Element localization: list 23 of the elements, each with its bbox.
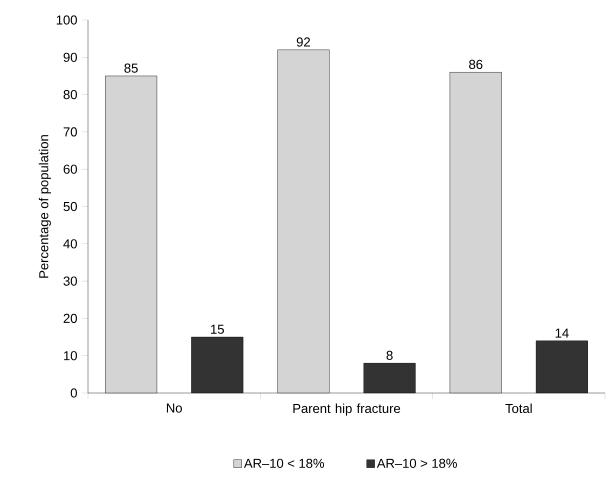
y-tick-label: 20 xyxy=(64,314,77,323)
data-label: 92 xyxy=(296,37,310,47)
y-tick-label: 40 xyxy=(63,239,77,248)
y-tick-label: 80 xyxy=(64,90,77,100)
y-axis-title: Percentage of population xyxy=(38,135,51,278)
data-label: 15 xyxy=(211,324,224,334)
data-label: 85 xyxy=(124,64,138,73)
y-tick-label: 10 xyxy=(64,351,77,360)
legend-label: AR–10 > 18% xyxy=(376,458,457,468)
y-tick-label: 50 xyxy=(64,202,77,212)
y-tick-label: 70 xyxy=(64,127,77,136)
y-tick-label: 90 xyxy=(64,52,77,62)
data-label: 14 xyxy=(556,328,569,338)
data-label: 86 xyxy=(469,60,482,70)
x-tick-label: Parent hip fracture xyxy=(293,404,400,416)
legend-label: AR–10 < 18% xyxy=(244,458,324,468)
y-tick-label: 60 xyxy=(64,164,77,174)
y-tick-label: 100 xyxy=(56,15,77,25)
y-tick-label: 0 xyxy=(70,388,77,398)
data-label: 8 xyxy=(386,350,393,360)
x-tick-label: No xyxy=(166,404,182,413)
x-tick-label: Total xyxy=(505,404,532,414)
y-tick-label: 30 xyxy=(64,276,77,286)
